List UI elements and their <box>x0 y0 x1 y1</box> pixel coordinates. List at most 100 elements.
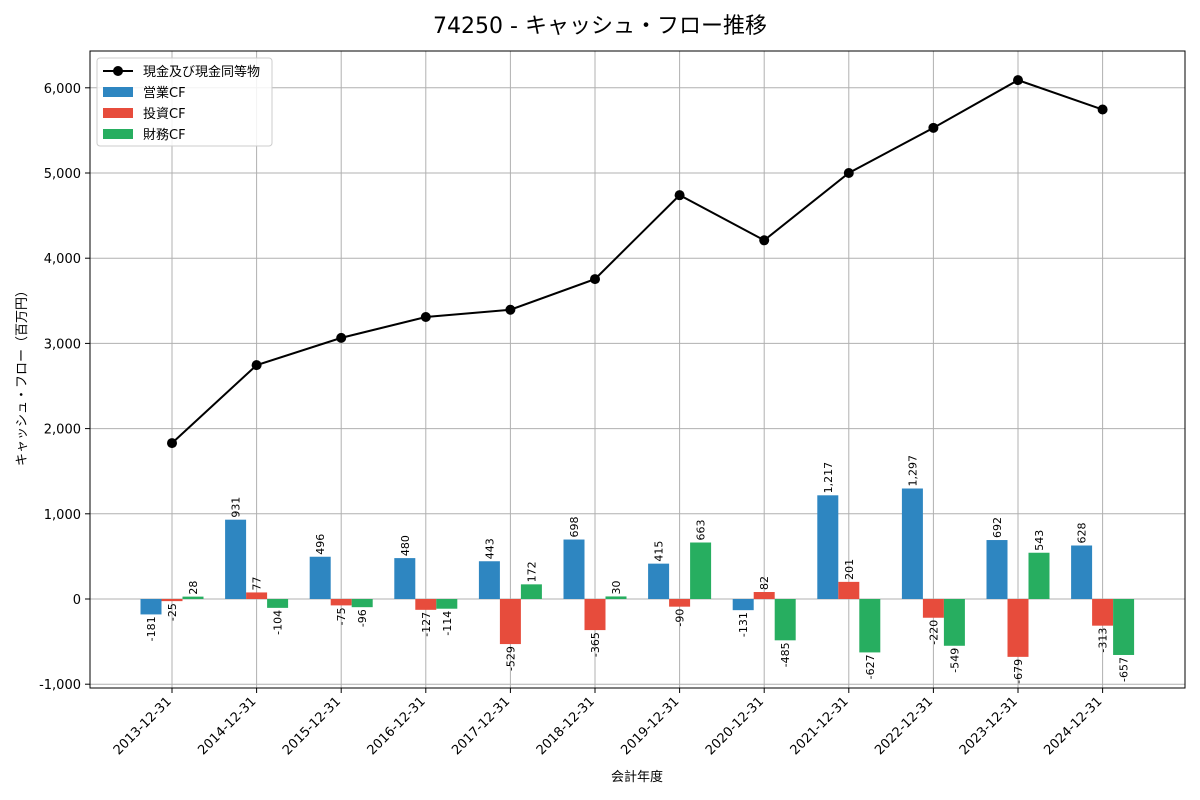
bar-営業CF <box>140 599 162 615</box>
data-label: 496 <box>314 534 327 555</box>
bar-営業CF <box>901 488 923 599</box>
bar-投資CF <box>1092 599 1114 626</box>
x-tick-label: 2016-12-31 <box>365 694 429 758</box>
data-label: -181 <box>145 616 158 641</box>
x-axis-title: 会計年度 <box>611 769 663 785</box>
bar-財務CF <box>1113 599 1135 655</box>
bar-財務CF <box>605 596 627 599</box>
legend-label: 投資CF <box>143 106 186 122</box>
x-tick-label: 2014-12-31 <box>195 694 259 758</box>
bar-投資CF <box>753 592 775 599</box>
bar-財務CF <box>182 596 204 599</box>
data-label: 931 <box>230 497 243 518</box>
y-axis: -1,000 0 1,000 2,000 3,000 4,000 5,000 6,000 <box>39 82 90 693</box>
y-tick-label: 6,000 <box>44 82 81 97</box>
cash-point <box>674 190 685 201</box>
chart-title: 74250 - キャッシュ・フロー推移 <box>433 14 767 39</box>
cash-point <box>167 438 177 449</box>
y-tick-label: 1,000 <box>44 508 81 523</box>
data-label: 415 <box>653 541 666 562</box>
x-tick-label: 2013-12-31 <box>111 694 175 758</box>
bars-layer <box>140 488 1135 657</box>
data-label: -485 <box>779 642 792 667</box>
data-label: 480 <box>399 535 412 556</box>
data-label: -549 <box>948 648 961 673</box>
x-tick-label: 2022-12-31 <box>872 694 936 758</box>
bar-営業CF <box>309 556 331 599</box>
y-tick-label: 3,000 <box>44 337 81 352</box>
bar-営業CF <box>732 599 754 611</box>
cash-point <box>590 274 600 285</box>
cash-point <box>505 304 516 315</box>
cash-point <box>251 360 262 371</box>
bar-財務CF <box>859 599 881 653</box>
legend-swatch <box>103 108 133 118</box>
bar-投資CF <box>922 599 944 618</box>
y-tick-label: 4,000 <box>44 252 81 267</box>
bar-財務CF <box>436 599 458 609</box>
data-label: -529 <box>504 646 517 671</box>
legend-label: 営業CF <box>143 85 186 101</box>
cash-point <box>928 122 939 133</box>
bar-営業CF <box>225 519 247 599</box>
legend-swatch <box>103 129 133 139</box>
data-label: 698 <box>568 517 581 538</box>
data-label: -131 <box>737 612 750 637</box>
data-label: -657 <box>1118 657 1131 682</box>
cash-point <box>1097 104 1108 115</box>
data-labels-layer: -181 931 496 480 443 698 415 -131 1,217 1,297 692 6… <box>145 455 1131 684</box>
cash-point <box>1013 75 1023 86</box>
data-label: 628 <box>1076 522 1089 543</box>
bar-投資CF <box>161 599 183 602</box>
bar-投資CF <box>669 599 691 607</box>
bar-財務CF <box>774 599 796 641</box>
data-label: 443 <box>483 538 496 559</box>
y-tick-label: 2,000 <box>44 423 81 438</box>
data-label: -627 <box>864 654 877 679</box>
line-layer <box>167 75 1108 449</box>
bar-財務CF <box>1028 552 1050 599</box>
data-label: -313 <box>1097 628 1110 653</box>
cash-point <box>420 311 431 322</box>
x-tick-label: 2015-12-31 <box>280 694 344 758</box>
bar-投資CF <box>584 599 606 631</box>
data-label: 28 <box>187 581 200 595</box>
legend-swatch <box>103 87 133 97</box>
bar-財務CF <box>267 599 289 608</box>
bar-営業CF <box>817 495 839 599</box>
bar-営業CF <box>478 561 500 599</box>
data-label: -90 <box>674 609 687 627</box>
bar-投資CF <box>246 592 268 599</box>
y-tick-label: 5,000 <box>44 167 81 182</box>
data-label: -25 <box>166 603 179 621</box>
data-label: 543 <box>1033 530 1046 551</box>
x-tick-label: 2018-12-31 <box>534 694 598 758</box>
x-tick-label: 2020-12-31 <box>703 694 767 758</box>
cash-line <box>171 79 1103 444</box>
data-label: -127 <box>420 612 433 637</box>
bar-投資CF <box>330 599 352 606</box>
cash-point <box>843 168 854 178</box>
data-label: 82 <box>758 576 771 590</box>
bar-投資CF <box>499 599 521 645</box>
y-tick-label: 0 <box>73 593 81 608</box>
data-label: 1,217 <box>822 462 835 494</box>
bar-営業CF <box>1071 545 1093 599</box>
data-label: -75 <box>335 607 348 625</box>
bar-財務CF <box>351 599 373 608</box>
cash-point <box>336 332 347 343</box>
bar-営業CF <box>394 558 416 599</box>
bar-投資CF <box>838 581 860 599</box>
bar-営業CF <box>563 539 585 599</box>
cash-point <box>759 235 770 246</box>
data-label: 692 <box>991 517 1004 538</box>
x-axis: 2013-12-31 2014-12-31 2015-12-31 2016-12-31… <box>111 688 1105 758</box>
bar-営業CF <box>986 540 1008 599</box>
legend-marker <box>113 66 123 76</box>
data-label: 30 <box>610 580 623 594</box>
y-axis-title: キャッシュ・フロー（百万円） <box>15 284 30 466</box>
data-label: -220 <box>927 620 940 645</box>
x-tick-label: 2019-12-31 <box>618 694 682 758</box>
